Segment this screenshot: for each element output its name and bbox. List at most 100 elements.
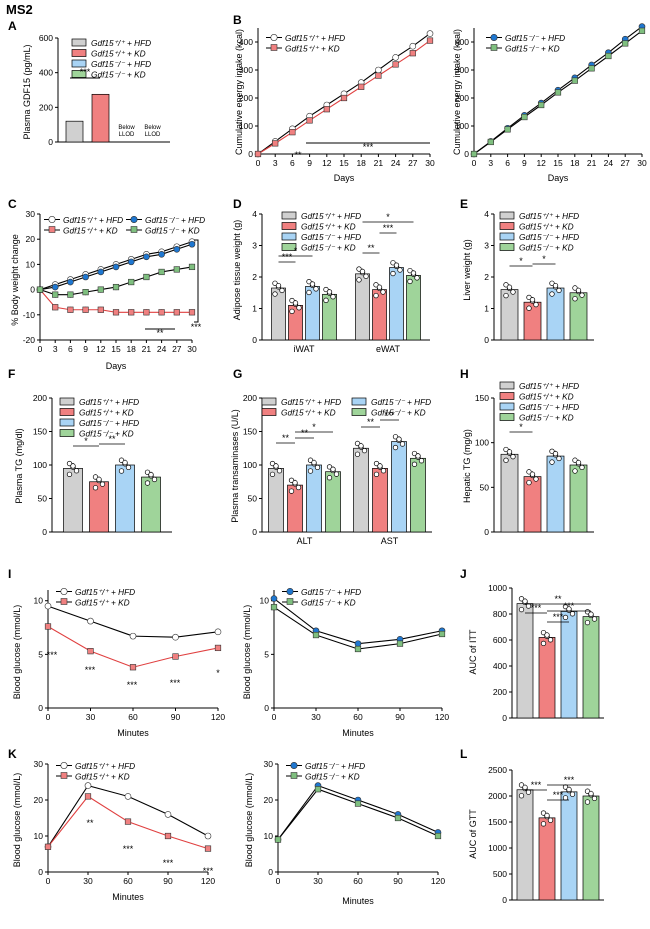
bar-J bbox=[560, 611, 578, 719]
data-point-C bbox=[188, 240, 196, 248]
dot-D bbox=[373, 282, 379, 288]
dot-D bbox=[414, 275, 420, 281]
data-point-B1 bbox=[272, 140, 279, 147]
sig-label-D: ** bbox=[367, 243, 375, 253]
dot-L bbox=[562, 795, 569, 801]
legend-label-C: Gdf15⁺/⁺ + KD bbox=[63, 226, 118, 236]
x-axis-label-I1: Minutes bbox=[117, 728, 149, 738]
x-axis-label-B2: Days bbox=[548, 173, 569, 183]
sig-label-B1: *** bbox=[363, 142, 374, 152]
bar-F bbox=[115, 464, 135, 533]
y-axis-label-B2: Cumulative energy intake (kcal) bbox=[452, 29, 462, 155]
y-tick-label-J: 400 bbox=[493, 661, 507, 671]
y-tick-label-E: 2 bbox=[484, 272, 489, 282]
dot-H bbox=[526, 479, 532, 486]
data-point-C bbox=[97, 286, 104, 293]
y-tick-label-F: 150 bbox=[33, 427, 47, 437]
dot-E bbox=[556, 287, 562, 294]
dot-E bbox=[529, 297, 536, 303]
dot-L bbox=[544, 812, 550, 819]
dot-H bbox=[549, 448, 555, 454]
y-tick-label-F: 50 bbox=[38, 494, 48, 504]
dot-H bbox=[549, 459, 555, 465]
legend-label-G: Gdf15⁺/⁺ + KD bbox=[281, 408, 336, 418]
data-point-B2 bbox=[638, 27, 646, 34]
legend-swatch-D bbox=[281, 222, 297, 230]
sig-label-G: ** bbox=[282, 433, 290, 443]
y-tick-label-B2: 400 bbox=[455, 37, 469, 47]
y-axis-label-K2: Blood glucose (mmol/L) bbox=[244, 773, 254, 868]
dot-J bbox=[540, 640, 547, 647]
x-tick-label-B2: 30 bbox=[637, 158, 647, 168]
y-tick-label-K1: 30 bbox=[34, 759, 44, 769]
dot-L bbox=[566, 786, 572, 793]
x-tick-label-I1: 0 bbox=[46, 712, 51, 722]
legend-label-D: Gdf15⁺/⁺ + HFD bbox=[301, 211, 361, 221]
x-tick-label-I1: 60 bbox=[128, 712, 138, 722]
data-point-C bbox=[67, 278, 74, 286]
data-point-K2 bbox=[434, 832, 442, 840]
y-tick-label-I1: 10 bbox=[34, 596, 44, 606]
data-point-B1 bbox=[289, 129, 296, 136]
dot-D bbox=[407, 267, 413, 274]
dot-F bbox=[70, 463, 76, 469]
legend-swatch-E bbox=[499, 243, 515, 251]
data-point-I1 bbox=[172, 633, 179, 641]
dot-G bbox=[269, 460, 276, 467]
bar-G bbox=[268, 468, 284, 533]
data-point-B1 bbox=[375, 66, 382, 74]
legend-label-K2: Gdf15⁻/⁻ + KD bbox=[305, 772, 360, 782]
dot-G bbox=[295, 484, 302, 491]
legend-swatch-F bbox=[59, 397, 75, 406]
dot-G bbox=[418, 458, 425, 464]
x-tick-label-D: iWAT bbox=[294, 344, 315, 354]
legend-marker-B2 bbox=[490, 44, 498, 51]
dot-D bbox=[289, 297, 295, 304]
y-tick-label-I1: 0 bbox=[38, 703, 43, 713]
dot-H bbox=[503, 457, 509, 463]
data-point-K1 bbox=[124, 818, 132, 825]
series-line-I2 bbox=[273, 598, 443, 645]
x-tick-label-G: AST bbox=[381, 536, 399, 546]
data-point-B2 bbox=[605, 52, 612, 60]
x-tick-label-B1: 27 bbox=[408, 158, 418, 168]
x-tick-label-B2: 24 bbox=[604, 158, 614, 168]
data-point-C bbox=[36, 286, 44, 293]
y-tick-label-H: 100 bbox=[475, 438, 489, 448]
y-tick-label-A: 400 bbox=[39, 68, 53, 78]
data-point-B2 bbox=[571, 77, 578, 84]
y-tick-label-A: 0 bbox=[48, 137, 53, 147]
data-point-C bbox=[158, 309, 165, 316]
x-tick-label-B1: 21 bbox=[374, 158, 384, 168]
data-point-C bbox=[82, 289, 89, 296]
bar-E bbox=[546, 287, 565, 341]
data-point-I1 bbox=[129, 664, 137, 671]
sig-label-L: *** bbox=[553, 790, 564, 800]
legend-swatch-H bbox=[499, 392, 515, 400]
x-tick-label-K1: 30 bbox=[83, 876, 93, 886]
dot-G bbox=[292, 480, 298, 486]
x-tick-label-B2: 3 bbox=[488, 158, 493, 168]
bar-H bbox=[500, 453, 519, 533]
data-point-B1 bbox=[306, 117, 313, 124]
legend-label-E: Gdf15⁺/⁺ + HFD bbox=[519, 211, 579, 221]
dot-L bbox=[518, 793, 525, 799]
dot-L bbox=[584, 799, 591, 805]
data-point-B2 bbox=[470, 150, 478, 158]
legend-label-G: Gdf15⁺/⁺ + HFD bbox=[281, 397, 341, 407]
y-tick-label-K2: 20 bbox=[264, 795, 274, 805]
dot-G bbox=[354, 440, 361, 447]
dot-F bbox=[144, 469, 151, 475]
sig-bracket-C bbox=[194, 239, 199, 323]
y-tick-label-D: 2 bbox=[252, 272, 257, 282]
data-point-C bbox=[67, 306, 74, 313]
x-tick-label-I1: 30 bbox=[86, 712, 96, 722]
legend-swatch-D bbox=[281, 243, 297, 251]
dot-F bbox=[99, 481, 106, 487]
y-tick-label-A: 600 bbox=[39, 33, 53, 43]
x-tick-label-B2: 6 bbox=[505, 158, 510, 168]
dot-F bbox=[122, 459, 128, 466]
x-axis-label-K2: Minutes bbox=[342, 896, 374, 906]
dot-E bbox=[533, 301, 539, 308]
y-tick-label-C: -20 bbox=[23, 335, 36, 345]
